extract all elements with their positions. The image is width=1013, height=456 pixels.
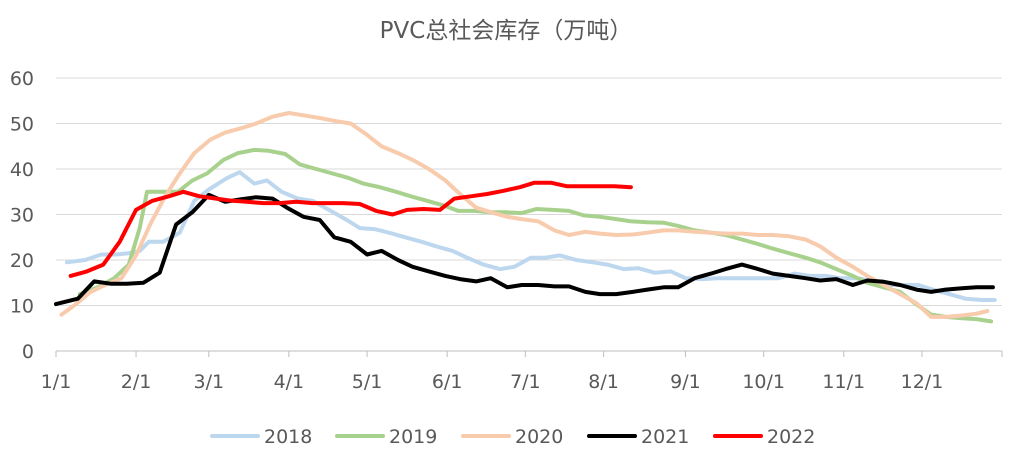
- legend-label: 2019: [389, 426, 437, 448]
- y-tick-label: 60: [10, 68, 34, 90]
- x-tick-label: 1/1: [41, 371, 72, 393]
- legend-label: 2021: [641, 426, 689, 448]
- y-tick-label: 10: [10, 296, 34, 318]
- x-tick-label: 12/1: [901, 371, 944, 393]
- legend-item-2018: 2018: [210, 426, 312, 448]
- legend-label: 2020: [515, 426, 563, 448]
- x-tick-label: 3/1: [194, 371, 225, 393]
- x-tick-label: 10/1: [742, 371, 785, 393]
- series-line-2022: [68, 180, 633, 278]
- x-tick-label: 5/1: [352, 371, 383, 393]
- chart-title: PVC总社会库存（万吨）: [380, 18, 633, 44]
- series-lines: [54, 111, 997, 324]
- y-tick-label: 0: [22, 341, 34, 363]
- series-line-2019: [77, 147, 994, 324]
- x-tick-label: 9/1: [670, 371, 701, 393]
- series-line-2018: [64, 170, 997, 302]
- x-tick-label: 8/1: [588, 371, 619, 393]
- legend-item-2019: 2019: [335, 426, 437, 448]
- x-tick-label: 6/1: [432, 371, 463, 393]
- legend-label: 2022: [767, 426, 815, 448]
- x-tick-label: 7/1: [510, 371, 541, 393]
- axes: 0 10 20 30 40 50 60 1/1 2/1 3/1 4/1 5/1 6/1 7/1 8/1 9/1…: [10, 68, 1003, 393]
- legend-item-2021: 2021: [587, 426, 689, 448]
- legend-item-2022: 2022: [713, 426, 815, 448]
- legend-label: 2018: [264, 426, 312, 448]
- y-tick-label: 20: [10, 250, 34, 272]
- x-tick-label: 4/1: [274, 371, 305, 393]
- x-tick-label: 11/1: [822, 371, 865, 393]
- legend-item-2020: 2020: [461, 426, 563, 448]
- y-tick-label: 40: [10, 159, 34, 181]
- series-line-2020: [59, 111, 990, 319]
- y-tick-label: 50: [10, 114, 34, 136]
- legend: 2018 2019 2020 2021 2022: [210, 426, 815, 448]
- y-tick-label: 30: [10, 205, 34, 227]
- x-tick-label: 2/1: [121, 371, 152, 393]
